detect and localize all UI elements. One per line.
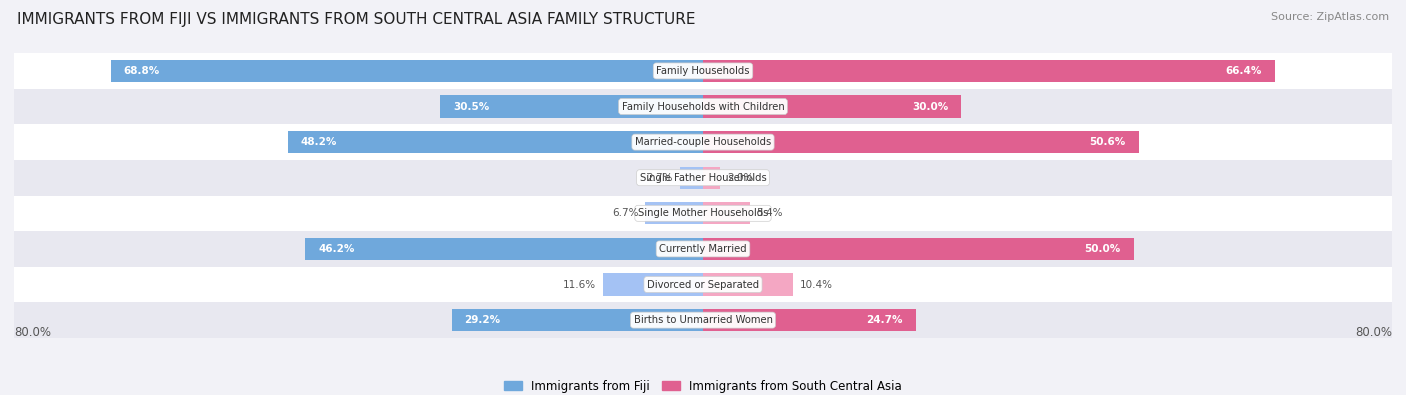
Bar <box>603 273 703 295</box>
Legend: Immigrants from Fiji, Immigrants from South Central Asia: Immigrants from Fiji, Immigrants from So… <box>499 375 907 395</box>
Text: 50.6%: 50.6% <box>1090 137 1126 147</box>
Text: 50.0%: 50.0% <box>1084 244 1121 254</box>
Text: Family Households: Family Households <box>657 66 749 76</box>
Bar <box>14 196 1392 231</box>
Text: Births to Unmarried Women: Births to Unmarried Women <box>634 315 772 325</box>
Text: Source: ZipAtlas.com: Source: ZipAtlas.com <box>1271 12 1389 22</box>
Bar <box>14 267 1392 302</box>
Bar <box>703 238 1133 260</box>
Bar <box>703 309 915 331</box>
Bar <box>14 89 1392 124</box>
Bar <box>703 167 720 189</box>
Bar <box>14 124 1392 160</box>
Bar <box>14 302 1392 338</box>
Text: 5.4%: 5.4% <box>756 208 783 218</box>
Text: 24.7%: 24.7% <box>866 315 903 325</box>
Text: 46.2%: 46.2% <box>318 244 354 254</box>
Text: IMMIGRANTS FROM FIJI VS IMMIGRANTS FROM SOUTH CENTRAL ASIA FAMILY STRUCTURE: IMMIGRANTS FROM FIJI VS IMMIGRANTS FROM … <box>17 12 696 27</box>
Text: 30.5%: 30.5% <box>453 102 489 111</box>
Bar <box>703 96 962 118</box>
Text: 80.0%: 80.0% <box>14 325 51 339</box>
Text: 10.4%: 10.4% <box>800 280 832 290</box>
Text: 2.7%: 2.7% <box>647 173 673 183</box>
Text: 66.4%: 66.4% <box>1226 66 1263 76</box>
Bar <box>703 202 749 224</box>
Text: 80.0%: 80.0% <box>1355 325 1392 339</box>
Bar <box>14 53 1392 89</box>
Bar <box>703 273 793 295</box>
Text: Divorced or Separated: Divorced or Separated <box>647 280 759 290</box>
Bar <box>645 202 703 224</box>
Text: 6.7%: 6.7% <box>612 208 638 218</box>
Text: 68.8%: 68.8% <box>124 66 160 76</box>
Text: 11.6%: 11.6% <box>562 280 596 290</box>
Bar <box>451 309 703 331</box>
Text: Single Father Households: Single Father Households <box>640 173 766 183</box>
Bar <box>679 167 703 189</box>
Bar <box>305 238 703 260</box>
Bar <box>440 96 703 118</box>
Text: 2.0%: 2.0% <box>727 173 754 183</box>
Bar <box>14 231 1392 267</box>
Bar <box>703 131 1139 153</box>
Bar <box>288 131 703 153</box>
Text: Single Mother Households: Single Mother Households <box>638 208 768 218</box>
Bar <box>703 60 1275 82</box>
Text: 30.0%: 30.0% <box>912 102 949 111</box>
Text: 48.2%: 48.2% <box>301 137 337 147</box>
Text: Married-couple Households: Married-couple Households <box>636 137 770 147</box>
Bar <box>14 160 1392 196</box>
Text: Currently Married: Currently Married <box>659 244 747 254</box>
Bar <box>111 60 703 82</box>
Text: Family Households with Children: Family Households with Children <box>621 102 785 111</box>
Text: 29.2%: 29.2% <box>464 315 501 325</box>
